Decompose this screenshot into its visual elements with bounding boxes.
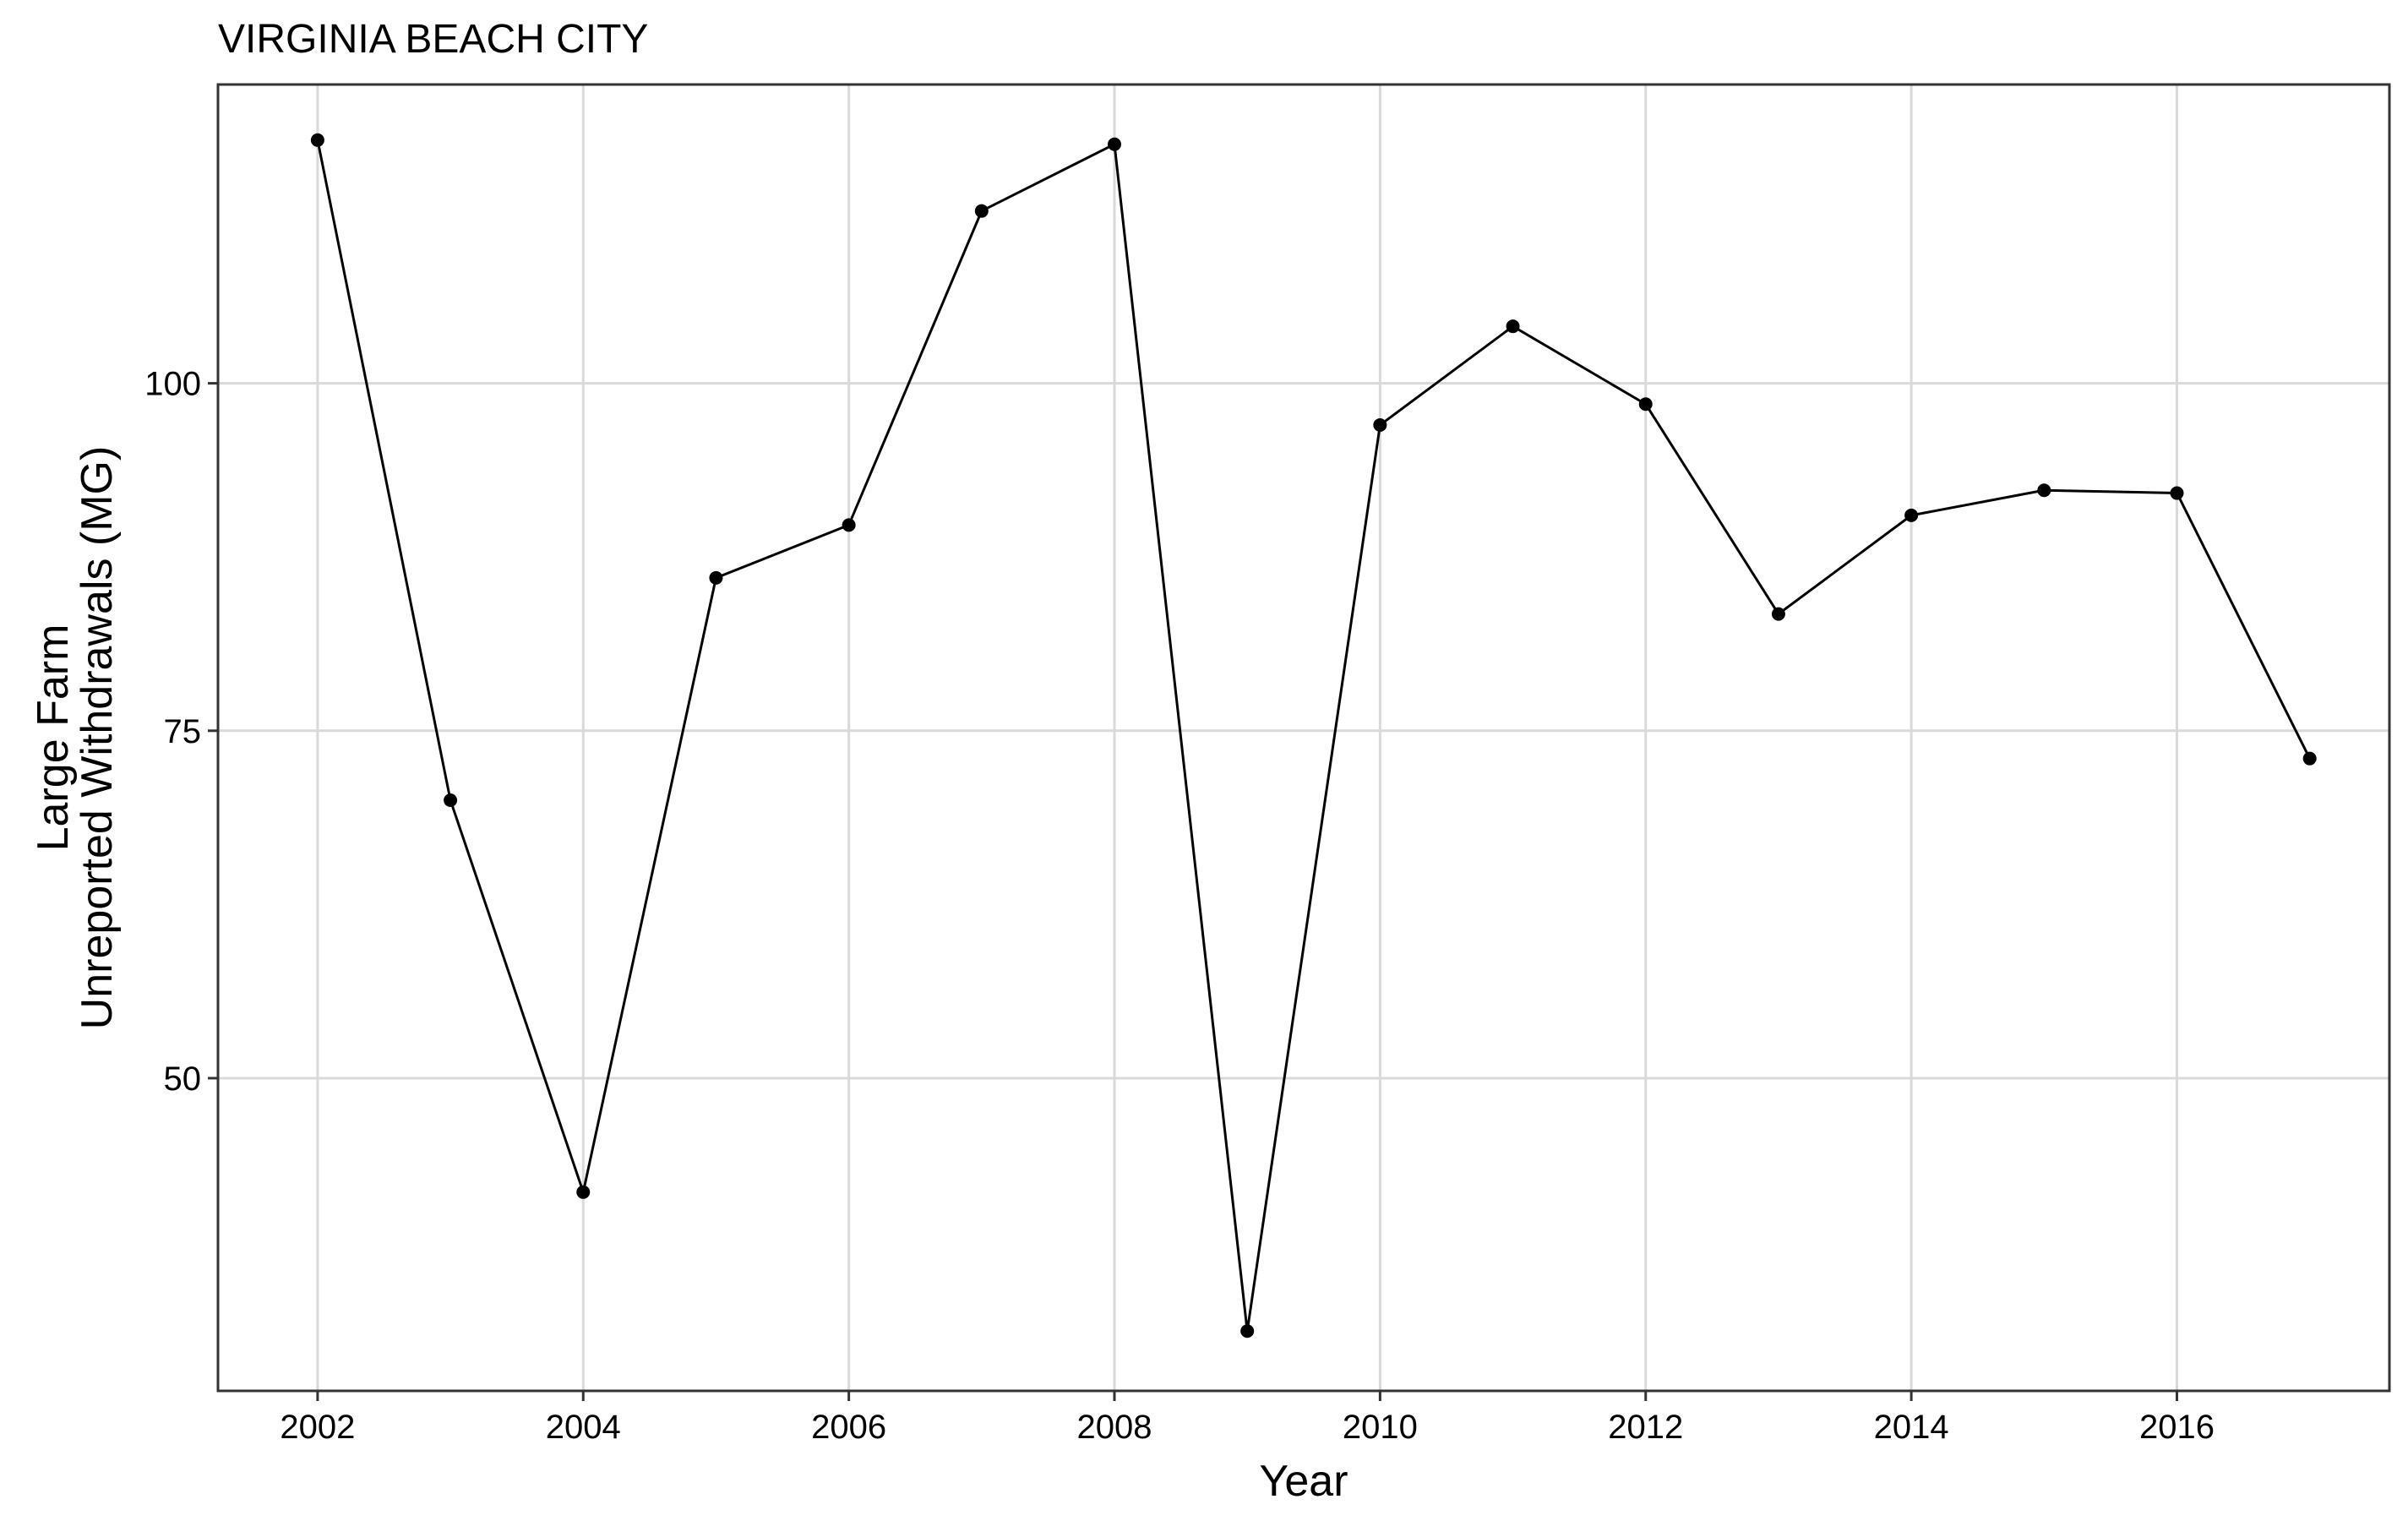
- x-tick-label-2006: 2006: [811, 1409, 886, 1446]
- data-point-0: [310, 133, 324, 147]
- x-tick-label-2008: 2008: [1077, 1409, 1152, 1446]
- data-point-11: [1771, 607, 1785, 621]
- data-point-15: [2302, 751, 2317, 766]
- axis-ticks: [208, 382, 2179, 1401]
- y-axis-title: Large Farm Unreported Withdrawals (MG): [29, 446, 122, 1030]
- x-tick-label-2010: 2010: [1343, 1409, 1418, 1446]
- x-tick-label-2002: 2002: [280, 1409, 355, 1446]
- series-line: [316, 139, 2312, 1332]
- data-point-5: [974, 204, 989, 218]
- data-point-7: [1240, 1324, 1255, 1338]
- x-tick-label-2014: 2014: [1874, 1409, 1949, 1446]
- y-tick-label-100: 100: [144, 366, 201, 403]
- y-axis-title-line-1: Large Farm: [29, 624, 78, 852]
- data-point-14: [2170, 486, 2184, 500]
- y-tick-label-75: 75: [164, 713, 202, 750]
- x-tick-label-2012: 2012: [1608, 1409, 1683, 1446]
- x-tick-label-2004: 2004: [546, 1409, 621, 1446]
- y-tick-label-50: 50: [164, 1060, 202, 1098]
- data-point-4: [842, 518, 856, 532]
- x-axis-title: Year: [1259, 1457, 1348, 1506]
- data-point-6: [1108, 137, 1122, 151]
- y-axis-title-line-2: Unreported Withdrawals (MG): [73, 446, 122, 1030]
- data-point-9: [1506, 319, 1520, 334]
- data-point-8: [1373, 417, 1387, 432]
- x-tick-label-2016: 2016: [2139, 1409, 2215, 1446]
- data-point-10: [1638, 397, 1653, 412]
- plot-panel-border: [216, 83, 2391, 1393]
- axis-tick-labels: 2002 2004 2006 2008 2010 2012 2014 2016 50 75 100: [144, 366, 2215, 1446]
- data-point-2: [576, 1185, 591, 1199]
- chart-title: VIRGINIA BEACH CITY: [218, 17, 648, 62]
- data-points: [310, 133, 2317, 1338]
- data-point-12: [1904, 508, 1919, 522]
- data-point-3: [709, 570, 723, 585]
- grid-lines: [218, 84, 2389, 1391]
- data-point-1: [444, 793, 458, 808]
- data-point-13: [2037, 483, 2051, 498]
